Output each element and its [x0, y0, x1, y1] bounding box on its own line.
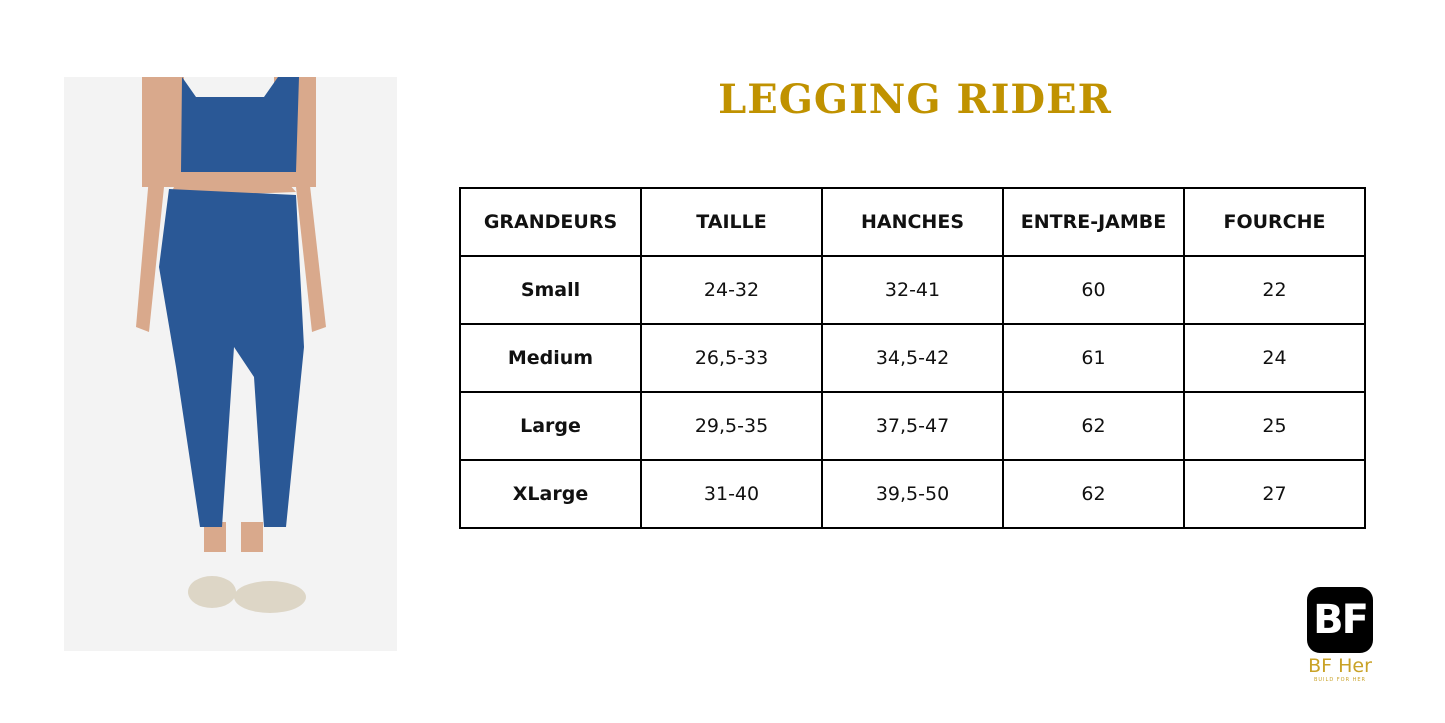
- size-chart-table: GRANDEURS TAILLE HANCHES ENTRE-JAMBE FOU…: [459, 187, 1366, 529]
- logo-mark: BF: [1307, 587, 1373, 653]
- brand-logo: BF BF Her BUILD FOR HER: [1288, 587, 1392, 683]
- product-photo: [64, 77, 397, 651]
- table-row: XLarge 31-40 39,5-50 62 27: [459, 459, 1366, 529]
- header-cell: GRANDEURS: [459, 187, 642, 257]
- table-cell: 34,5-42: [821, 323, 1004, 393]
- page-title: LEGGING RIDER: [718, 76, 1112, 123]
- table-cell: 25: [1183, 391, 1366, 461]
- header-cell: FOURCHE: [1183, 187, 1366, 257]
- table-cell: 24-32: [640, 255, 823, 325]
- table-cell: 39,5-50: [821, 459, 1004, 529]
- logo-name: BF Her: [1308, 655, 1372, 677]
- table-header-row: GRANDEURS TAILLE HANCHES ENTRE-JAMBE FOU…: [459, 187, 1366, 257]
- size-cell: Small: [459, 255, 642, 325]
- table-cell: 22: [1183, 255, 1366, 325]
- table-cell: 31-40: [640, 459, 823, 529]
- table-cell: 60: [1002, 255, 1185, 325]
- table-cell: 29,5-35: [640, 391, 823, 461]
- header-cell: ENTRE-JAMBE: [1002, 187, 1185, 257]
- table-cell: 62: [1002, 391, 1185, 461]
- table-cell: 61: [1002, 323, 1185, 393]
- table-cell: 26,5-33: [640, 323, 823, 393]
- size-cell: Medium: [459, 323, 642, 393]
- table-cell: 27: [1183, 459, 1366, 529]
- size-cell: Large: [459, 391, 642, 461]
- table-cell: 62: [1002, 459, 1185, 529]
- logo-tagline: BUILD FOR HER: [1313, 677, 1367, 683]
- header-cell: HANCHES: [821, 187, 1004, 257]
- table-cell: 32-41: [821, 255, 1004, 325]
- table-cell: 37,5-47: [821, 391, 1004, 461]
- size-cell: XLarge: [459, 459, 642, 529]
- header-cell: TAILLE: [640, 187, 823, 257]
- table-row: Large 29,5-35 37,5-47 62 25: [459, 391, 1366, 461]
- table-row: Medium 26,5-33 34,5-42 61 24: [459, 323, 1366, 393]
- table-cell: 24: [1183, 323, 1366, 393]
- table-row: Small 24-32 32-41 60 22: [459, 255, 1366, 325]
